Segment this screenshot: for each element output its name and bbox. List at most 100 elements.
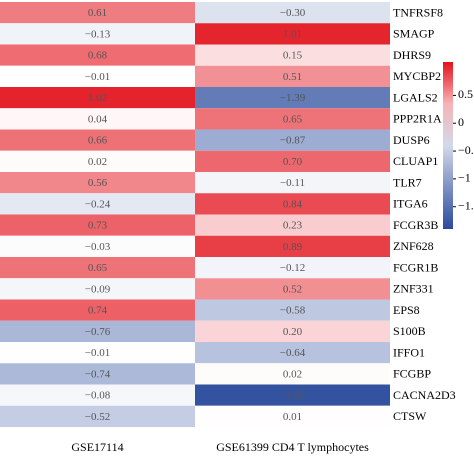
heatmap-cell — [195, 2, 390, 24]
heatmap-cell — [195, 363, 390, 385]
cell-label: 0.65 — [283, 113, 303, 125]
heatmap-cell — [0, 278, 195, 300]
row-label: IFFO1 — [393, 345, 425, 359]
cell-label: 0.23 — [283, 220, 303, 232]
heatmap-cell — [195, 299, 390, 321]
cell-label: 0.68 — [88, 50, 108, 62]
heatmap-cell — [195, 257, 390, 279]
row-label: S100B — [393, 324, 426, 338]
cell-label: −0.76 — [85, 326, 111, 338]
cell-label: 0.52 — [283, 283, 302, 295]
heatmap-cell — [195, 87, 390, 109]
cell-label: 0.89 — [283, 241, 303, 253]
row-label: ZNF628 — [393, 239, 434, 253]
cell-label: −0.64 — [280, 347, 306, 359]
heatmap-cell — [195, 65, 390, 87]
heatmap-cell — [0, 363, 195, 385]
row-label: DHRS9 — [393, 48, 431, 62]
cell-label: −1.82 — [280, 390, 305, 402]
heatmap-cell — [195, 405, 390, 427]
colorbar-tick-label: 0.5 — [458, 87, 473, 101]
row-label: CLUAP1 — [393, 154, 438, 168]
heatmap-cell — [0, 405, 195, 427]
heatmap-cell — [195, 23, 390, 45]
heatmap-cell — [0, 172, 195, 194]
column-label: GSE17114 — [71, 440, 123, 454]
row-label: CTSW — [393, 409, 427, 423]
cell-label: −0.74 — [85, 368, 111, 380]
colorbar-tick-label: −1.5 — [458, 198, 474, 212]
row-label: ITGA6 — [393, 197, 428, 211]
cell-label: 0.51 — [283, 71, 302, 83]
cell-label: 0.73 — [88, 220, 108, 232]
column-label: GSE61399 CD4 T lymphocytes — [216, 440, 369, 454]
heatmap-cell — [0, 257, 195, 279]
row-label: FCGR3B — [393, 218, 438, 232]
colorbar-tick-label: −0.5 — [458, 143, 474, 157]
cell-label: −0.24 — [85, 198, 111, 210]
cell-label: 1.02 — [88, 92, 107, 104]
heatmap-cell — [0, 65, 195, 87]
heatmap-cell — [0, 299, 195, 321]
row-label: PPP2R1A — [393, 112, 442, 126]
row-label: CACNA2D3 — [393, 388, 456, 402]
cell-label: −0.09 — [85, 283, 111, 295]
cell-label: 0.20 — [283, 326, 303, 338]
cell-label: 0.74 — [88, 305, 108, 317]
row-label: LGALS2 — [393, 90, 438, 104]
row-label: FCGR1B — [393, 260, 438, 274]
row-label: TNFRSF8 — [393, 5, 443, 19]
cell-label: −0.87 — [280, 135, 306, 147]
cell-label: −0.08 — [85, 390, 111, 402]
heatmap-cell — [0, 384, 195, 406]
row-label: ZNF331 — [393, 282, 434, 296]
heatmap-cell — [195, 320, 390, 342]
colorbar — [443, 62, 453, 229]
heatmap-cell — [195, 214, 390, 236]
heatmap-cell — [195, 108, 390, 130]
heatmap-cell — [195, 342, 390, 364]
cell-label: −0.12 — [280, 262, 305, 274]
heatmap-cell — [195, 235, 390, 257]
cell-label: −0.01 — [85, 71, 110, 83]
cell-label: 0.70 — [283, 156, 303, 168]
heatmap-cell — [0, 342, 195, 364]
cell-label: 0.01 — [283, 411, 302, 423]
cell-label: 0.65 — [88, 262, 108, 274]
cell-label: 0.66 — [88, 135, 108, 147]
heatmap-cell — [0, 214, 195, 236]
cell-label: −0.01 — [85, 347, 110, 359]
row-label: TLR7 — [393, 175, 422, 189]
row-label: MYCBP2 — [393, 69, 441, 83]
cell-label: 0.02 — [283, 368, 302, 380]
cell-label: −0.13 — [85, 28, 111, 40]
heatmap-cell — [195, 150, 390, 172]
heatmap-cell — [195, 193, 390, 215]
cell-label: −0.30 — [280, 7, 306, 19]
row-label: SMAGP — [393, 27, 435, 41]
heatmap-cell — [0, 129, 195, 151]
colorbar-tick-label: 0 — [458, 115, 464, 129]
heatmap-cell — [195, 384, 390, 406]
heatmap-cell — [0, 320, 195, 342]
heatmap-cell — [0, 44, 195, 66]
heatmap-cell — [0, 108, 195, 130]
cell-label: 0.02 — [88, 156, 107, 168]
heatmap-cell — [0, 150, 195, 172]
cell-label: −0.03 — [85, 241, 111, 253]
cell-label: 0.61 — [88, 7, 107, 19]
heatmap-cell — [0, 2, 195, 24]
row-label: EPS8 — [393, 303, 420, 317]
cell-label: 0.04 — [88, 113, 108, 125]
heatmap-cell — [195, 129, 390, 151]
cell-label: −0.58 — [280, 305, 306, 317]
row-label: DUSP6 — [393, 133, 430, 147]
cell-label: 0.15 — [283, 50, 303, 62]
heatmap-cell — [0, 193, 195, 215]
colorbar-tick-label: −1 — [458, 171, 471, 185]
cell-label: 0.56 — [88, 177, 108, 189]
heatmap-cell — [0, 87, 195, 109]
heatmap-cell — [0, 235, 195, 257]
row-label: FCGBP — [393, 367, 431, 381]
